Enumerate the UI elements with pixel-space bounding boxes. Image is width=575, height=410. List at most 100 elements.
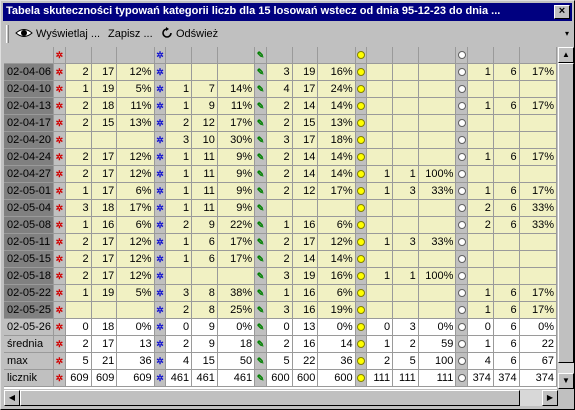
data-cell[interactable] — [366, 97, 394, 115]
data-cell[interactable]: 18 — [217, 335, 256, 353]
data-cell[interactable]: 19 — [91, 80, 118, 98]
data-cell[interactable]: 12% — [116, 267, 155, 285]
data-cell[interactable]: 1 — [266, 284, 293, 302]
column-header[interactable] — [493, 47, 520, 64]
data-cell[interactable]: 1 — [165, 199, 193, 217]
data-cell[interactable]: 17 — [292, 131, 319, 149]
data-cell[interactable]: 1 — [165, 80, 193, 98]
data-cell[interactable]: 6 — [191, 233, 218, 251]
row-date-cell[interactable]: 02-05-04 — [4, 199, 55, 217]
data-cell[interactable]: 17% — [217, 233, 256, 251]
data-cell[interactable]: 21 — [91, 352, 118, 370]
table-row[interactable]: średnia ✲ 2 17 13 ✲ 2 9 18 ✎ 2 16 14 1 2 59 1 6 22 — [4, 335, 557, 353]
data-cell[interactable] — [467, 131, 494, 149]
table-row[interactable]: 02-04-06 ✲ 2 17 12% ✲ ✎ 3 19 16% 1 6 17% — [4, 63, 557, 81]
row-date-cell[interactable]: 02-05-25 — [4, 301, 55, 319]
data-cell[interactable]: 1 — [165, 233, 193, 251]
data-cell[interactable]: 5 — [266, 352, 293, 370]
data-cell[interactable]: 17% — [519, 182, 557, 200]
data-cell[interactable] — [366, 131, 394, 149]
data-cell[interactable]: 17 — [91, 148, 118, 166]
data-cell[interactable] — [418, 301, 457, 319]
data-cell[interactable] — [467, 80, 494, 98]
data-cell[interactable] — [266, 199, 293, 217]
data-cell[interactable]: 2 — [266, 114, 293, 132]
data-cell[interactable] — [519, 250, 557, 268]
data-cell[interactable] — [392, 63, 419, 81]
data-cell[interactable]: 14% — [317, 165, 356, 183]
data-cell[interactable]: 16 — [292, 216, 319, 234]
data-cell[interactable] — [493, 80, 520, 98]
data-cell[interactable]: 6 — [493, 318, 520, 336]
data-cell[interactable]: 8 — [191, 301, 218, 319]
data-cell[interactable] — [493, 250, 520, 268]
data-cell[interactable]: 11% — [217, 97, 256, 115]
data-cell[interactable]: 0% — [217, 318, 256, 336]
data-cell[interactable]: 6 — [493, 63, 520, 81]
data-cell[interactable]: 22 — [292, 352, 319, 370]
data-cell[interactable] — [392, 148, 419, 166]
show-button[interactable]: Wyświetlaj ... — [15, 26, 100, 42]
data-cell[interactable]: 5% — [116, 80, 155, 98]
data-cell[interactable]: 609 — [116, 369, 155, 387]
data-cell[interactable]: 2 — [266, 335, 293, 353]
data-cell[interactable]: 2 — [65, 63, 92, 81]
data-cell[interactable]: 12% — [317, 233, 356, 251]
data-cell[interactable]: 2 — [65, 165, 92, 183]
table-row[interactable]: 02-05-04 ✲ 3 18 17% ✲ 1 11 9% ✎ 2 6 33% — [4, 199, 557, 217]
data-cell[interactable] — [217, 63, 256, 81]
data-cell[interactable]: 13% — [116, 114, 155, 132]
data-cell[interactable]: 13 — [116, 335, 155, 353]
column-header[interactable] — [317, 47, 356, 64]
data-cell[interactable]: 2 — [65, 250, 92, 268]
data-cell[interactable]: 600 — [266, 369, 293, 387]
data-cell[interactable]: 2 — [266, 182, 293, 200]
data-cell[interactable]: 6 — [493, 97, 520, 115]
data-cell[interactable] — [418, 114, 457, 132]
data-cell[interactable]: 100% — [418, 165, 457, 183]
data-cell[interactable] — [65, 131, 92, 149]
column-header[interactable] — [266, 47, 293, 64]
data-cell[interactable]: 600 — [292, 369, 319, 387]
data-cell[interactable]: 1 — [366, 182, 394, 200]
data-cell[interactable]: 16 — [292, 284, 319, 302]
data-cell[interactable]: 2 — [266, 148, 293, 166]
data-cell[interactable]: 16% — [317, 267, 356, 285]
data-cell[interactable]: 18 — [91, 97, 118, 115]
data-cell[interactable]: 374 — [493, 369, 520, 387]
data-cell[interactable]: 2 — [65, 267, 92, 285]
data-cell[interactable]: 1 — [366, 267, 394, 285]
data-cell[interactable]: 6 — [493, 216, 520, 234]
data-cell[interactable]: 1 — [467, 148, 494, 166]
data-cell[interactable] — [467, 250, 494, 268]
data-cell[interactable]: 2 — [65, 148, 92, 166]
data-cell[interactable]: 9 — [191, 97, 218, 115]
data-cell[interactable]: 2 — [467, 199, 494, 217]
data-cell[interactable] — [317, 199, 356, 217]
data-cell[interactable] — [519, 165, 557, 183]
data-cell[interactable] — [418, 284, 457, 302]
data-cell[interactable] — [519, 267, 557, 285]
data-cell[interactable]: 17% — [317, 182, 356, 200]
column-header[interactable] — [292, 47, 319, 64]
table-row[interactable]: 02-04-27 ✲ 2 17 12% ✲ 1 11 9% ✎ 2 14 14% 1 1 100% — [4, 165, 557, 183]
row-date-cell[interactable]: 02-05-18 — [4, 267, 55, 285]
data-cell[interactable]: 100% — [418, 267, 457, 285]
data-cell[interactable]: 17 — [91, 267, 118, 285]
data-cell[interactable]: 14% — [317, 148, 356, 166]
data-cell[interactable]: 6 — [493, 199, 520, 217]
data-cell[interactable]: 17 — [91, 63, 118, 81]
table-row[interactable]: 02-05-25 ✲ ✲ 2 8 25% ✎ 3 16 19% 1 6 17% — [4, 301, 557, 319]
data-cell[interactable]: 9 — [191, 335, 218, 353]
data-cell[interactable]: 14% — [317, 97, 356, 115]
row-date-cell[interactable]: 02-04-06 — [4, 63, 55, 81]
column-header[interactable] — [91, 47, 118, 64]
toolbar-grip[interactable] — [6, 25, 9, 43]
data-cell[interactable]: 17% — [519, 284, 557, 302]
data-cell[interactable]: 50 — [217, 352, 256, 370]
data-cell[interactable]: 6 — [493, 335, 520, 353]
data-cell[interactable] — [519, 233, 557, 251]
row-date-cell[interactable]: 02-05-22 — [4, 284, 55, 302]
data-cell[interactable] — [418, 131, 457, 149]
data-cell[interactable]: 0% — [418, 318, 457, 336]
